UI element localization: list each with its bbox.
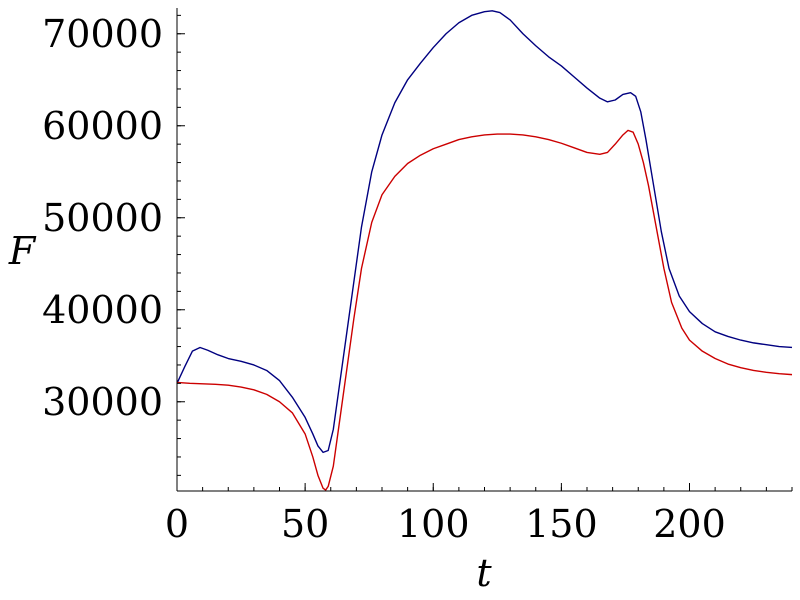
y-axis: 30000 40000 50000 60000 70000	[42, 8, 185, 491]
y-tick-label: 70000	[42, 12, 163, 56]
y-tick-label: 30000	[42, 380, 163, 424]
y-tick-label: 40000	[42, 288, 163, 332]
plot-series-layer	[176, 10, 793, 491]
y-tick-label: 60000	[42, 104, 163, 148]
x-tick-label: 0	[165, 502, 189, 546]
x-axis: 0 50 100 150 200	[165, 483, 793, 546]
y-axis-title: F	[8, 229, 37, 273]
x-tick-label: 200	[653, 502, 726, 546]
x-tick-label: 100	[397, 502, 470, 546]
x-axis-title: t	[476, 551, 492, 595]
series-line-1	[176, 10, 793, 454]
y-tick-label: 50000	[42, 196, 163, 240]
x-tick-label: 50	[281, 502, 329, 546]
series-line-2	[176, 129, 793, 491]
x-tick-label: 150	[525, 502, 598, 546]
